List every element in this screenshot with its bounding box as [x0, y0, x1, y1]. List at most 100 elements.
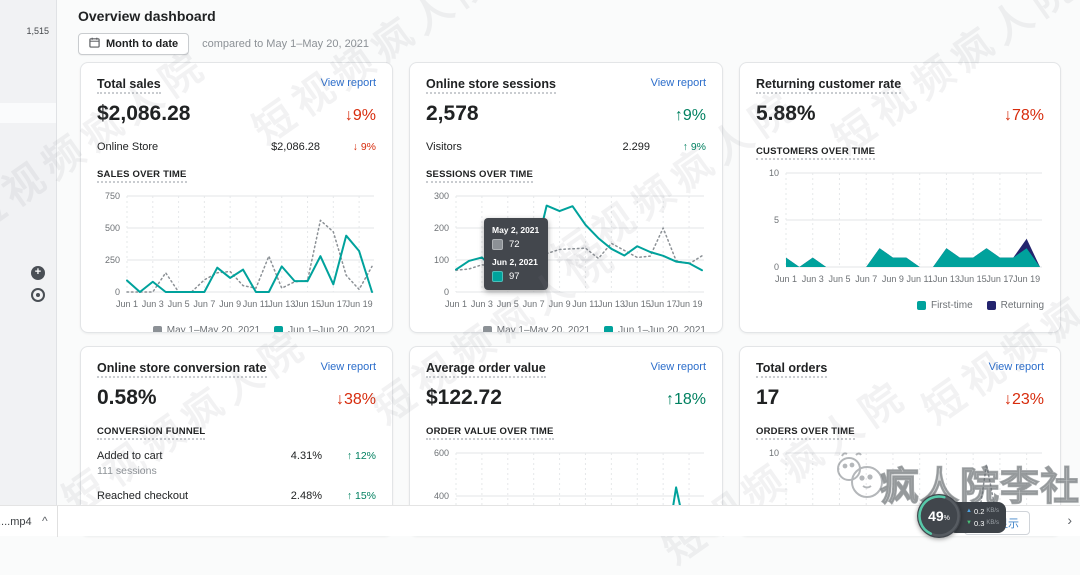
card-title[interactable]: Online store conversion rate: [97, 361, 267, 378]
view-report-link[interactable]: View report: [650, 361, 706, 373]
metric-value: $2,086.28: [97, 102, 191, 125]
view-report-link[interactable]: View report: [650, 77, 706, 89]
metric-delta: ↓23%: [1003, 391, 1044, 408]
svg-text:Jun 3: Jun 3: [802, 274, 824, 284]
card-title[interactable]: Online store sessions: [426, 77, 556, 94]
left-sidebar: 1,515 +: [0, 0, 57, 505]
date-range-button[interactable]: Month to date: [78, 33, 190, 55]
eye-icon[interactable]: [31, 288, 45, 302]
svg-text:Jun 15: Jun 15: [960, 274, 987, 284]
calendar-icon: [89, 37, 100, 51]
legend-swatch-jun: [274, 326, 284, 332]
funnel-delta: ↑ 12%: [346, 450, 376, 462]
breakdown-value: $2,086.28: [271, 141, 320, 153]
svg-text:Jun 9: Jun 9: [549, 299, 571, 309]
progress-percent-badge[interactable]: 49 %: [917, 494, 961, 538]
metric-delta: ↑9%: [674, 107, 706, 124]
svg-text:Jun 1: Jun 1: [116, 299, 138, 309]
section-label: CUSTOMERS OVER TIME: [756, 146, 876, 160]
dashboard-grid: Total sales View report $2,086.28 ↓9% On…: [80, 62, 1061, 536]
card-title[interactable]: Average order value: [426, 361, 546, 378]
download-file-name[interactable]: ....mp4: [0, 516, 32, 528]
legend-swatch-returning: [986, 301, 996, 310]
download-arrow-icon: ▼: [966, 520, 972, 526]
metric-value: 17: [756, 386, 780, 409]
breakdown-delta: ↑ 9%: [682, 141, 706, 153]
svg-text:Jun 1: Jun 1: [775, 274, 797, 284]
metric-delta: ↓78%: [1003, 107, 1044, 124]
svg-text:Jun 7: Jun 7: [523, 299, 545, 309]
upload-speed: 0.2: [973, 506, 985, 516]
section-label: SESSIONS OVER TIME: [426, 169, 534, 183]
legend-swatch-may: [482, 326, 492, 332]
svg-text:Jun 13: Jun 13: [268, 299, 295, 309]
page-title: Overview dashboard: [78, 8, 216, 24]
svg-text:Jun 11: Jun 11: [572, 299, 598, 309]
svg-text:5: 5: [774, 215, 779, 225]
breakdown-value: 2.299: [622, 141, 650, 153]
svg-text:Jun 9: Jun 9: [219, 299, 241, 309]
metric-delta: ↑18%: [665, 391, 706, 408]
funnel-delta: ↑ 15%: [346, 490, 376, 502]
svg-text:200: 200: [434, 223, 449, 233]
progress-percent-value: 49: [928, 508, 944, 524]
metric-value: 5.88%: [756, 102, 816, 125]
svg-text:Jun 17: Jun 17: [650, 299, 677, 309]
download-speed: 0.3: [973, 518, 985, 528]
breakdown-label: Online Store: [97, 141, 159, 153]
date-range-label: Month to date: [106, 38, 179, 50]
shelf-chevron-icon[interactable]: ›: [1067, 512, 1072, 528]
chart-legend: May 1–May 20, 2021 Jun 1–Jun 20, 2021: [426, 325, 706, 332]
breakdown-label: Visitors: [426, 141, 462, 153]
svg-text:10: 10: [769, 448, 779, 458]
svg-text:100: 100: [434, 255, 449, 265]
view-report-link[interactable]: View report: [988, 361, 1044, 373]
svg-text:Jun 19: Jun 19: [1013, 274, 1040, 284]
svg-text:Jun 9: Jun 9: [882, 274, 904, 284]
add-icon[interactable]: +: [31, 266, 45, 280]
customers-chart[interactable]: 0 5 10 Jun 1 Jun 3 Jun 5 Jun 7 Jun 9 Jun 11 Jun 1…: [756, 165, 1044, 298]
progress-ring: [918, 495, 960, 537]
svg-text:Jun 15: Jun 15: [624, 299, 651, 309]
svg-text:400: 400: [434, 491, 449, 501]
svg-text:750: 750: [105, 191, 120, 201]
card-title[interactable]: Total sales: [97, 77, 161, 94]
svg-text:10: 10: [769, 168, 779, 178]
download-caret-icon[interactable]: ^: [42, 514, 48, 528]
section-label: SALES OVER TIME: [97, 169, 187, 183]
sales-chart[interactable]: 0 250 500 750 Jun 1 Jun 3 Jun 5 Jun 7 Jun 9 Jun 1…: [97, 188, 376, 323]
section-label: ORDERS OVER TIME: [756, 426, 855, 440]
compared-to-text: compared to May 1–May 20, 2021: [202, 38, 370, 50]
svg-text:300: 300: [434, 191, 449, 201]
svg-text:Jun 17: Jun 17: [986, 274, 1013, 284]
funnel-label: Reached checkout: [97, 490, 189, 502]
card-conversion-rate: Online store conversion rate View report…: [80, 346, 393, 536]
view-report-link[interactable]: View report: [320, 77, 376, 89]
funnel-row-added-to-cart: Added to cart 111 sessions 4.31% ↑ 12%: [97, 450, 376, 477]
card-title[interactable]: Returning customer rate: [756, 77, 902, 94]
svg-text:Jun 5: Jun 5: [168, 299, 190, 309]
metric-delta: ↓9%: [344, 107, 376, 124]
tooltip-date: Jun 2, 2021: [492, 257, 538, 267]
funnel-label: Added to cart: [97, 450, 163, 462]
tooltip-swatch: [492, 271, 503, 282]
legend-swatch-jun: [604, 326, 614, 332]
view-report-link[interactable]: View report: [320, 361, 376, 373]
legend-swatch-firsttime: [916, 301, 926, 310]
card-title[interactable]: Total orders: [756, 361, 828, 378]
shelf-divider: [57, 506, 58, 537]
svg-text:Jun 7: Jun 7: [193, 299, 215, 309]
sidebar-selected-row[interactable]: [0, 103, 56, 123]
card-returning-rate: Returning customer rate 5.88% ↓78% CUSTO…: [739, 62, 1061, 333]
svg-text:Jun 11: Jun 11: [907, 274, 933, 284]
svg-text:Jun 11: Jun 11: [243, 299, 269, 309]
svg-text:Jun 13: Jun 13: [598, 299, 625, 309]
svg-text:0: 0: [115, 287, 120, 297]
date-bar: Month to date compared to May 1–May 20, …: [78, 33, 369, 55]
legend-swatch-may: [152, 326, 162, 332]
sessions-chart[interactable]: 0 100 200 300 Jun 1 Jun 3 Jun 5 Jun 7 Jun 9 Jun 1…: [426, 188, 706, 323]
svg-text:Jun 13: Jun 13: [933, 274, 960, 284]
tooltip-date: May 2, 2021: [492, 225, 540, 235]
tooltip-swatch: [492, 239, 503, 250]
